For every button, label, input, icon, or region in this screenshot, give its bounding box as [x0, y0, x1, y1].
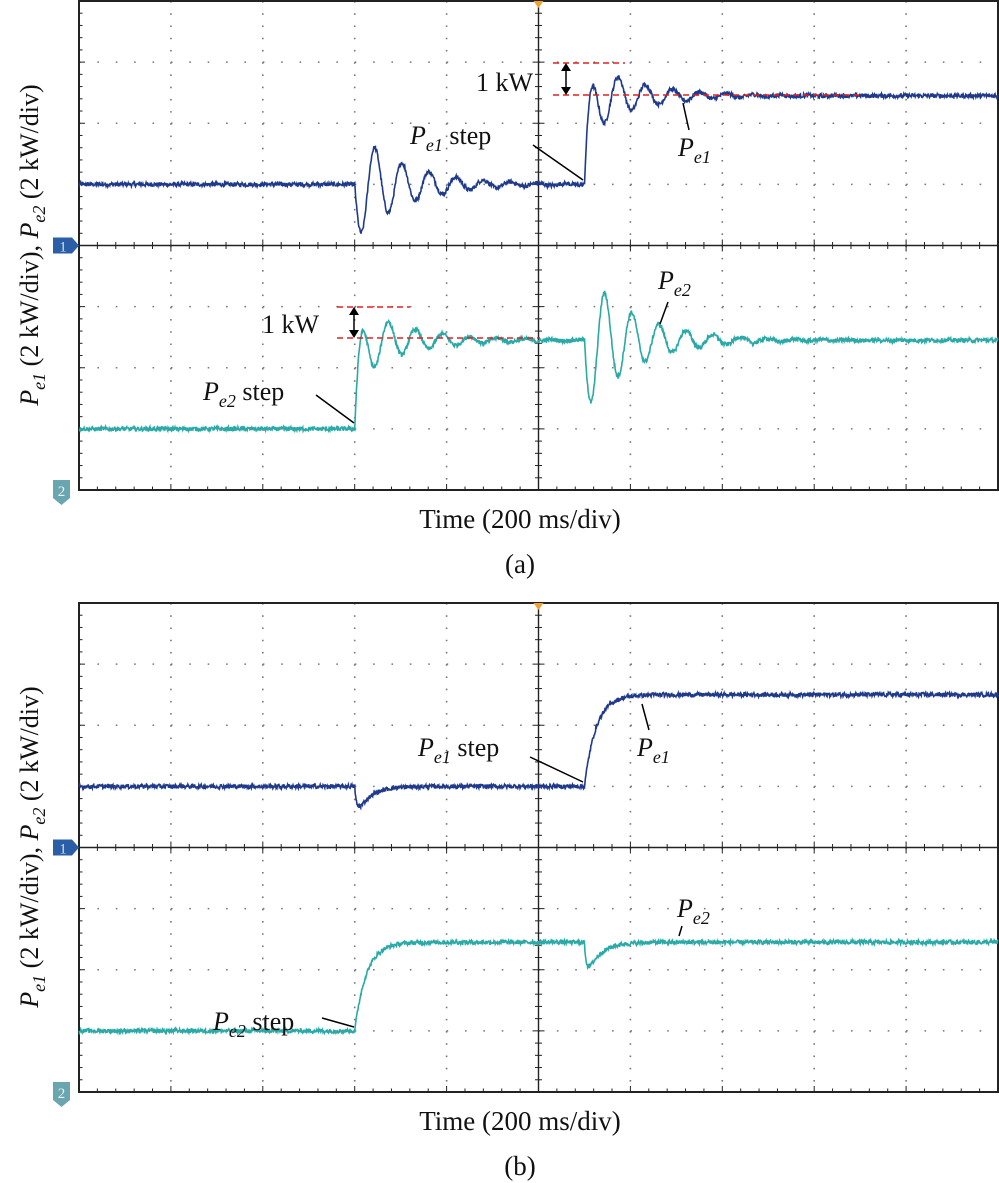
- annotations-a: 1 kW Pe1 step Pe1 1 kW Pe2 step Pe2: [202, 62, 860, 424]
- leader-line: [529, 756, 584, 783]
- trigger-marker-icon: [533, 603, 544, 610]
- channel-2-marker-shape: [53, 1082, 70, 1107]
- leader-line: [682, 102, 690, 131]
- channel-1-marker: 1: [53, 839, 79, 858]
- channel-2-marker: 2: [53, 480, 70, 505]
- caption-a: (a): [505, 549, 535, 579]
- channel-1-marker-shape: [53, 237, 79, 254]
- caption-b: (b): [504, 1151, 535, 1181]
- pe2-step-label: Pe2 step: [212, 1007, 294, 1041]
- pe1-label: Pe1: [636, 733, 670, 767]
- channel-1-marker-shape: [53, 839, 79, 856]
- trace-pe1: [78, 689, 999, 811]
- leader-line: [321, 1017, 355, 1028]
- pe1-step-label: Pe1 step: [417, 733, 499, 767]
- annotations-b: Pe1 step Pe1 Pe2 Pe2 step: [212, 703, 710, 1041]
- pe1-label: Pe1: [677, 133, 711, 167]
- leader-line: [641, 703, 650, 731]
- leader-line: [659, 301, 669, 325]
- trigger-marker-icon: [533, 1, 544, 8]
- pe2-label: Pe2: [676, 894, 710, 928]
- leader-line: [315, 394, 355, 424]
- channel-1-marker-label: 1: [59, 240, 67, 256]
- leader-line: [678, 925, 683, 937]
- pe2-label: Pe2: [657, 266, 691, 300]
- panel-b: 12: [53, 602, 999, 1107]
- y-axis-label-a: Pe1 (2 kW/div), Pe2 (2 kW/div): [15, 84, 49, 406]
- channel-2-marker-label: 2: [58, 484, 66, 500]
- x-axis-label-a: Time (200 ms/div): [419, 504, 621, 534]
- panel-a: 12: [53, 0, 999, 505]
- y-axis-label-b: Pe1 (2 kW/div), Pe2 (2 kW/div): [15, 686, 49, 1008]
- channel-1-marker: 1: [53, 237, 79, 256]
- trace-pe2: [78, 290, 999, 434]
- arrowheads: [349, 307, 359, 338]
- channel-1-marker-label: 1: [59, 842, 67, 858]
- delta-label-pe2: 1 kW: [262, 310, 320, 339]
- trace-pe1: [78, 75, 999, 234]
- arrowheads: [561, 63, 571, 95]
- channel-2-marker-label: 2: [58, 1086, 66, 1102]
- x-axis-label-b: Time (200 ms/div): [419, 1106, 621, 1136]
- channel-2-marker-shape: [53, 480, 70, 505]
- leader-line: [532, 144, 584, 181]
- channel-2-marker: 2: [53, 1082, 70, 1107]
- trace-pe2: [78, 937, 999, 1036]
- pe2-step-label: Pe2 step: [202, 377, 284, 411]
- pe1-step-label: Pe1 step: [409, 121, 491, 155]
- delta-label-pe1: 1 kW: [476, 68, 534, 97]
